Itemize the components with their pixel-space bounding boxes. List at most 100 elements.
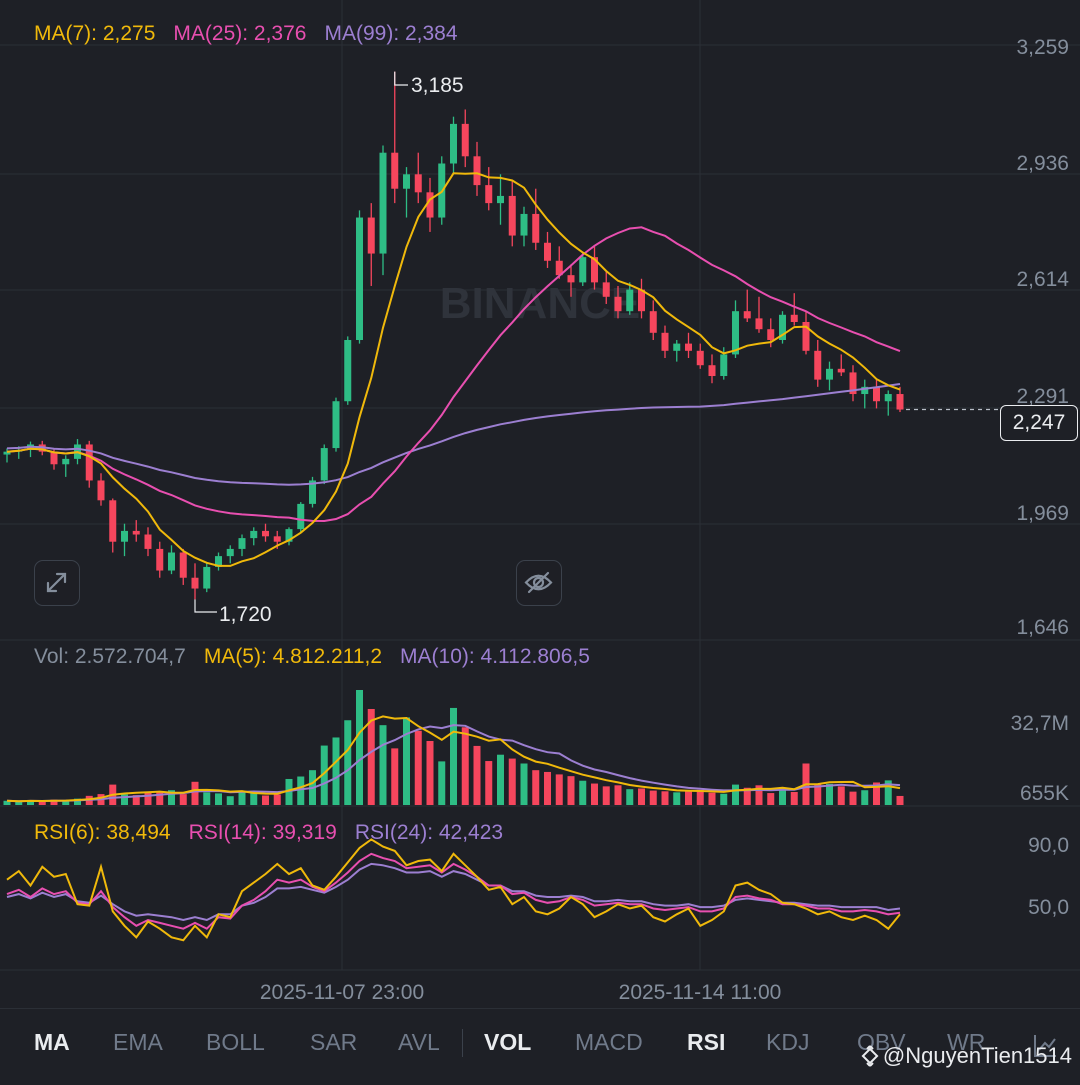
candle	[743, 289, 751, 322]
candle-body	[132, 530, 140, 535]
candle-body	[391, 152, 399, 189]
candle-body	[802, 321, 810, 351]
rsi-axis-label: 90,0	[1028, 834, 1069, 857]
volume-bar	[168, 790, 175, 805]
volume-bar	[121, 794, 128, 805]
volume-bar	[896, 795, 904, 805]
tab-divider	[462, 1029, 463, 1057]
tab-kdj[interactable]: KDJ	[766, 1029, 810, 1055]
volume-bar	[485, 761, 493, 805]
candle	[555, 246, 563, 279]
candle-body	[262, 530, 269, 537]
volume-bar	[532, 770, 540, 805]
volume-bar	[743, 787, 751, 805]
price-axis-label: 3,259	[1016, 36, 1069, 59]
candle	[614, 285, 622, 319]
volume-bar	[215, 793, 222, 805]
credit-username: @NguyenTien1514	[882, 1043, 1072, 1068]
tab-vol[interactable]: VOL	[484, 1029, 532, 1055]
rsi24-legend: RSI(24): 42,423	[354, 821, 504, 844]
candle-body	[473, 156, 481, 186]
tab-ema[interactable]: EMA	[113, 1029, 163, 1055]
low-marker-label: 1,720	[219, 603, 272, 626]
candle-body	[755, 318, 763, 330]
binance-logo-icon	[861, 1045, 879, 1067]
candle	[414, 152, 422, 204]
candle-body	[743, 311, 751, 319]
candle	[332, 397, 340, 452]
tab-avl[interactable]: AVL	[398, 1029, 440, 1055]
tab-obv[interactable]: OBV	[857, 1029, 906, 1055]
candle-body	[168, 552, 175, 571]
rsi6-legend: RSI(6): 38,494	[34, 821, 171, 844]
candle-body	[297, 503, 305, 530]
candle-body	[226, 548, 234, 557]
candle-body	[238, 538, 246, 549]
volume-bar	[755, 785, 763, 805]
candle-body	[544, 242, 551, 261]
candle	[602, 271, 610, 304]
candle-body	[849, 372, 857, 395]
candle-body	[532, 213, 540, 243]
rsi14-line	[6, 852, 901, 930]
vol-legend: Vol: 2.572.704,7	[34, 645, 186, 668]
candle	[191, 563, 199, 600]
tab-sar[interactable]: SAR	[310, 1029, 358, 1055]
settings-icon[interactable]	[1030, 1031, 1060, 1061]
candle-body	[638, 289, 645, 312]
candle-body	[649, 311, 657, 333]
price-legend: MA(7): 2,275 MA(25): 2,376 MA(99): 2,384	[34, 22, 476, 46]
volume-bar	[579, 780, 587, 805]
volume-bar	[732, 784, 739, 805]
volume-bar	[262, 795, 269, 805]
candle	[837, 354, 845, 377]
candle	[121, 523, 128, 557]
candle	[755, 296, 763, 333]
candle	[896, 386, 904, 413]
tab-rsi[interactable]: RSI	[687, 1029, 726, 1055]
tab-wr[interactable]: WR	[947, 1029, 986, 1055]
candle	[626, 282, 634, 315]
eye-off-icon	[524, 571, 553, 594]
candle-body	[403, 174, 410, 189]
candle-body	[896, 394, 904, 410]
candle	[873, 379, 880, 409]
high-marker-label: 3,185	[411, 74, 464, 97]
candle	[85, 440, 93, 488]
tab-ma[interactable]: MA	[34, 1029, 70, 1055]
tab-boll[interactable]: BOLL	[206, 1029, 265, 1055]
volume-bar	[884, 780, 892, 805]
volume-axis-label: 655K	[1020, 782, 1069, 805]
candle	[497, 174, 504, 225]
hide-indicators-button[interactable]	[516, 560, 562, 606]
candle-body	[837, 368, 845, 373]
candle	[708, 354, 716, 384]
volume-bar	[720, 793, 728, 805]
fullscreen-button[interactable]	[34, 560, 80, 606]
volume-bar	[62, 800, 70, 805]
candle-body	[273, 536, 281, 542]
volume-bar	[191, 781, 199, 805]
volume-bar	[861, 790, 869, 805]
candle	[297, 502, 305, 533]
volume-bar	[602, 786, 610, 805]
tab-macd[interactable]: MACD	[575, 1029, 643, 1055]
volume-bar	[520, 763, 528, 805]
candle	[485, 167, 493, 211]
ma25-legend: MA(25): 2,376	[173, 22, 307, 45]
candle-body	[579, 257, 587, 283]
volume-bar	[403, 717, 410, 805]
candle-body	[696, 350, 704, 366]
indicator-tab-bar: MA EMA BOLL SAR AVL VOL MACD RSI KDJ OBV…	[0, 1008, 1080, 1081]
candle	[814, 340, 822, 387]
volume-legend: Vol: 2.572.704,7 MA(5): 4.812.211,2 MA(10)…	[34, 645, 608, 669]
ma99-legend: MA(99): 2,384	[324, 22, 458, 45]
volume-bar	[438, 761, 446, 805]
candle-body	[144, 534, 152, 549]
price-axis-label: 1,646	[1016, 616, 1069, 639]
candle-body	[320, 448, 328, 481]
volume-bar	[391, 748, 399, 805]
candle-body	[779, 314, 786, 341]
